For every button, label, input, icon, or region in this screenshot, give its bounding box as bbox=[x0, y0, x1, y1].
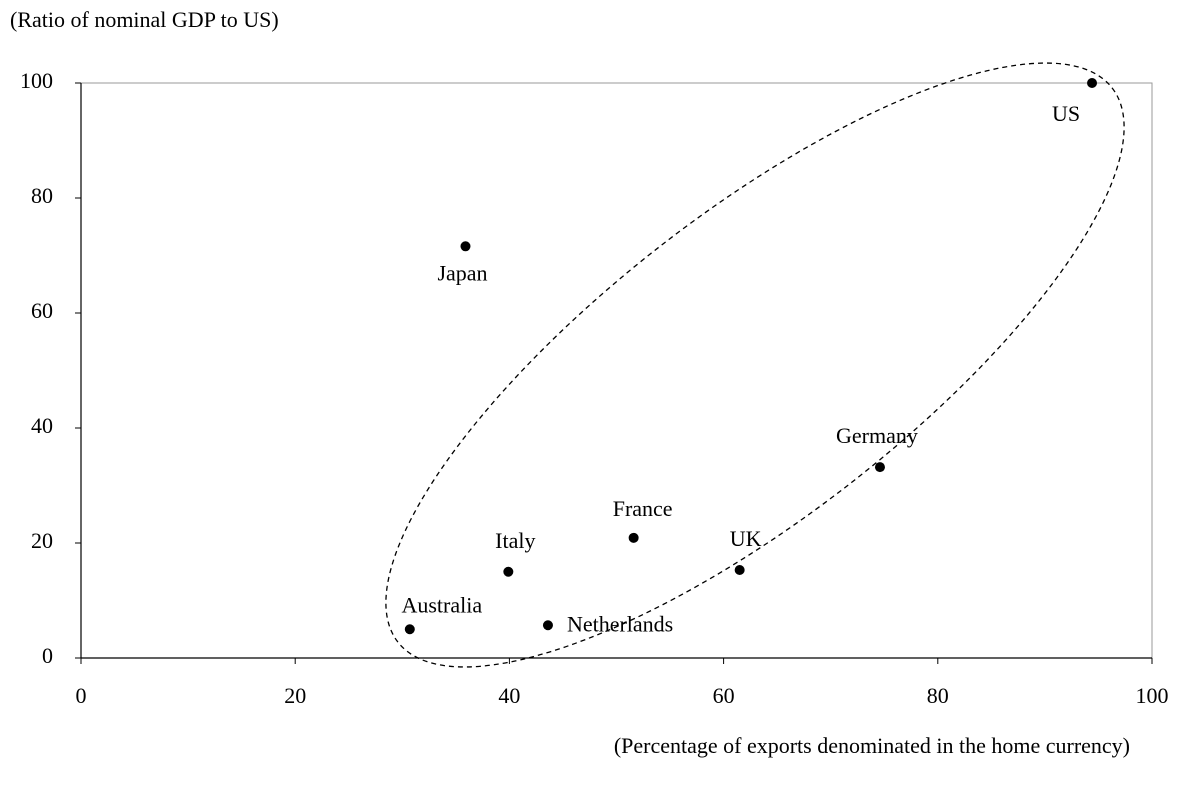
point bbox=[503, 566, 514, 577]
point bbox=[404, 624, 415, 635]
point-label: Germany bbox=[836, 423, 918, 448]
x-axis-label: (Percentage of exports denominated in th… bbox=[614, 733, 1130, 758]
point bbox=[1087, 78, 1098, 88]
point-label: Australia bbox=[401, 592, 482, 617]
point bbox=[874, 462, 885, 473]
x-tick-label: 100 bbox=[1136, 683, 1169, 708]
point-label: Japan bbox=[437, 260, 487, 285]
y-axis-label: (Ratio of nominal GDP to US) bbox=[10, 7, 279, 32]
x-tick-label: 20 bbox=[284, 683, 306, 708]
y-tick-label: 80 bbox=[31, 183, 53, 208]
point bbox=[628, 532, 639, 543]
point-label: Italy bbox=[495, 528, 535, 553]
x-tick-label: 80 bbox=[927, 683, 949, 708]
point bbox=[460, 241, 471, 252]
plot-frame bbox=[80, 82, 1153, 659]
point-label: France bbox=[613, 496, 673, 521]
y-tick-label: 20 bbox=[31, 528, 53, 553]
x-tick-label: 60 bbox=[713, 683, 735, 708]
y-tick-label: 0 bbox=[42, 643, 53, 668]
point-label: US bbox=[1052, 101, 1080, 126]
y-tick-label: 100 bbox=[20, 68, 53, 93]
highlight-ellipse bbox=[385, 62, 1125, 668]
x-tick-label: 40 bbox=[498, 683, 520, 708]
point bbox=[542, 620, 553, 631]
x-tick-label: 0 bbox=[76, 683, 87, 708]
y-tick-label: 60 bbox=[31, 298, 53, 323]
point-label: Netherlands bbox=[567, 611, 673, 636]
y-tick-label: 40 bbox=[31, 413, 53, 438]
point-label: UK bbox=[730, 526, 762, 551]
point bbox=[734, 565, 745, 576]
